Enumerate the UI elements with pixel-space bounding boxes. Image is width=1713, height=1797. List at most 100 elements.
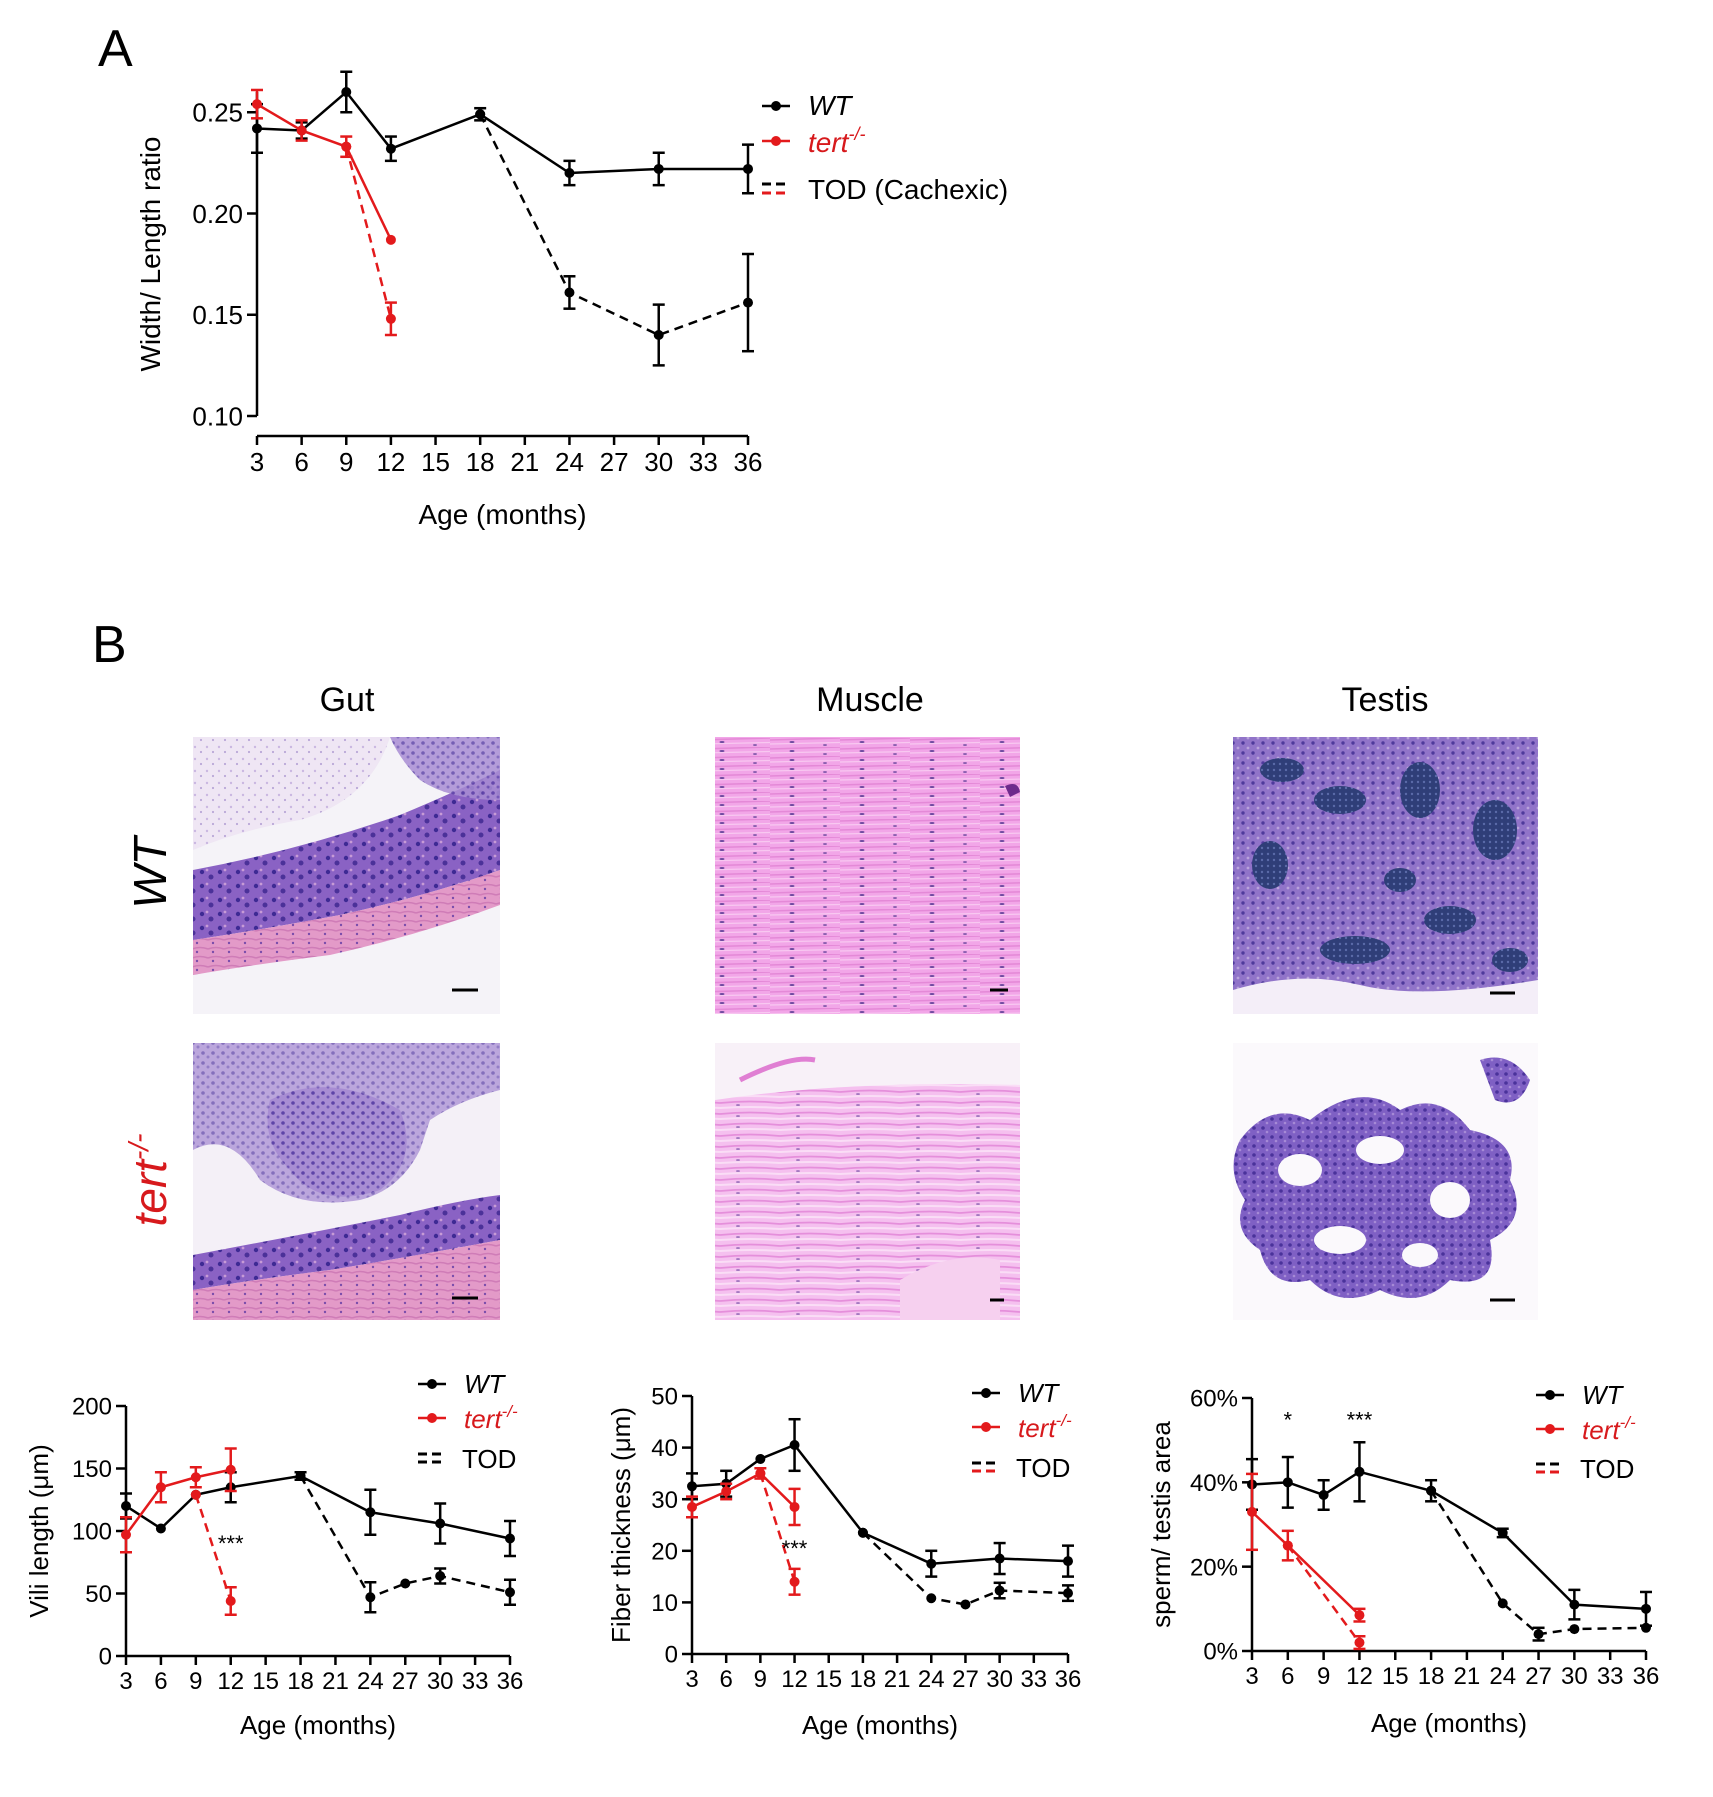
muscle-y-tick-label: 30: [651, 1487, 678, 1514]
legend-gut-wt-label: WT: [464, 1369, 507, 1399]
ratio-y-tick-label: 0.10: [192, 401, 243, 431]
ratio-y-axis-label: Width/ Length ratio: [135, 136, 166, 371]
testis-y-tick-label: 40%: [1190, 1470, 1238, 1497]
gut-y-tick-label: 50: [85, 1581, 112, 1608]
gut-data-point: [435, 1518, 446, 1529]
gut-data-point: [190, 1472, 201, 1483]
gut-x-tick-label: 24: [357, 1668, 384, 1695]
gut-x-tick-label: 30: [427, 1668, 454, 1695]
legend-muscle-tod-label: TOD: [1016, 1453, 1070, 1483]
svg-text:tert-/-: tert-/-: [1018, 1411, 1072, 1443]
testis-significance-mark: *: [1284, 1408, 1293, 1433]
column-title-gut: Gut: [320, 681, 375, 719]
muscle-x-tick-label: 36: [1055, 1666, 1082, 1693]
muscle-data-point: [960, 1599, 971, 1610]
muscle-series-3: [857, 1527, 1074, 1610]
legend-tert-label: tert: [808, 127, 850, 158]
muscle-x-tick-label: 24: [918, 1666, 945, 1693]
testis-series-line: [1251, 1470, 1647, 1611]
ratio-data-point: [385, 234, 396, 245]
ratio-x-tick-label: 24: [555, 447, 584, 477]
ratio-data-point: [341, 87, 352, 97]
legend-wt: WT: [762, 90, 853, 121]
ratio-y-tick-label: 0.15: [192, 300, 243, 330]
gut-y-tick-label: 100: [72, 1519, 112, 1546]
gut-series-2: [190, 1489, 237, 1616]
muscle-y-axis-label: Fiber thickness (μm): [606, 1407, 636, 1643]
testis-x-tick-label: 27: [1525, 1663, 1552, 1690]
ratio-data-point: [385, 143, 396, 154]
testis-data-point: [1282, 1477, 1293, 1488]
micrograph-muscle-wt: [715, 737, 1020, 1014]
legend-muscle-tert-label: tert: [1018, 1413, 1057, 1443]
muscle-series-line: [862, 1531, 1069, 1606]
testis-series-line: [1251, 1510, 1361, 1617]
gut-data-point: [400, 1578, 411, 1589]
muscle-x-tick-label: 30: [986, 1666, 1013, 1693]
muscle-series-line: [759, 1473, 796, 1583]
legend-muscle: WT tert-/- TOD: [972, 1378, 1072, 1483]
muscle-series-line: [691, 1443, 1069, 1565]
legend-tod-label: TOD (Cachexic): [808, 174, 1008, 205]
gut-x-axis-label: Age (months): [240, 1710, 396, 1740]
gut-x-tick-label: 27: [392, 1668, 419, 1695]
ratio-data-point: [564, 168, 575, 178]
gut-data-point: [505, 1587, 515, 1598]
ratio-x-tick-label: 6: [294, 447, 308, 477]
svg-text:tert-/-: tert-/-: [808, 124, 865, 158]
svg-text:tert-/-: tert-/-: [464, 1402, 518, 1434]
gut-x-tick-label: 21: [322, 1668, 349, 1695]
muscle-data-point: [994, 1585, 1005, 1596]
muscle-y-tick-label: 10: [651, 1590, 678, 1617]
testis-series-1: [1246, 1472, 1366, 1623]
legend-testis-wt-label: WT: [1582, 1380, 1625, 1410]
gut-data-point: [121, 1529, 131, 1540]
testis-y-axis-label: sperm/ testis area: [1146, 1421, 1176, 1628]
column-title-muscle: Muscle: [816, 681, 924, 719]
testis-y-tick-label: 20%: [1190, 1554, 1238, 1581]
testis-data-point: [1497, 1527, 1508, 1538]
ratio-series-3: [475, 109, 754, 367]
gut-data-point: [365, 1592, 376, 1603]
legend-gut-tert-label: tert: [464, 1404, 503, 1434]
muscle-data-point: [1063, 1556, 1073, 1567]
muscle-significance-mark: ***: [782, 1536, 808, 1561]
testis-x-tick-label: 6: [1281, 1663, 1294, 1690]
ratio-x-tick-label: 30: [644, 447, 673, 477]
muscle-x-tick-label: 3: [685, 1666, 698, 1693]
gut-x-tick-label: 33: [462, 1668, 489, 1695]
legend-muscle-tert-sup: -/-: [1056, 1411, 1072, 1430]
testis-data-point: [1426, 1485, 1437, 1496]
testis-x-axis-label: Age (months): [1371, 1708, 1527, 1738]
muscle-data-point: [789, 1576, 800, 1587]
svg-text:tert-/-: tert-/-: [1582, 1413, 1636, 1445]
muscle-data-point: [789, 1501, 800, 1512]
gut-series-line: [125, 1474, 511, 1540]
muscle-x-tick-label: 12: [781, 1666, 808, 1693]
muscle-data-point: [994, 1553, 1005, 1564]
ratio-data-point: [341, 141, 352, 152]
muscle-data-point: [1063, 1588, 1073, 1599]
testis-x-tick-label: 21: [1454, 1663, 1481, 1690]
ratio-series-line: [479, 113, 749, 337]
gut-y-axis-label: Vili length (μm): [24, 1444, 54, 1617]
gut-series-0: [120, 1471, 516, 1558]
panel-letter-a: A: [98, 20, 133, 78]
testis-x-tick-label: 30: [1561, 1663, 1588, 1690]
legend-muscle-wt-label: WT: [1018, 1378, 1061, 1408]
testis-data-point: [1641, 1622, 1651, 1633]
muscle-data-point: [926, 1558, 937, 1569]
muscle-x-axis-label: Age (months): [802, 1710, 958, 1740]
ratio-data-point: [653, 330, 664, 340]
testis-x-tick-label: 18: [1418, 1663, 1445, 1690]
muscle-series-1: [686, 1466, 801, 1527]
micrograph-testis-wt: [1233, 737, 1538, 1014]
ratio-x-tick-label: 36: [734, 447, 763, 477]
gut-x-tick-label: 15: [252, 1668, 279, 1695]
gut-data-point: [365, 1507, 376, 1518]
testis-series-line: [1286, 1544, 1361, 1644]
testis-series-3: [1426, 1485, 1651, 1642]
testis-series-line: [1430, 1490, 1647, 1636]
